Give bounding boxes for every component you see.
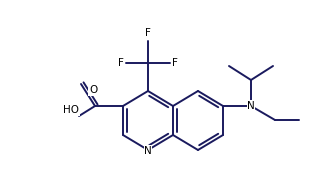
Text: O: O xyxy=(89,85,97,95)
Text: F: F xyxy=(172,58,178,68)
Text: HO: HO xyxy=(63,105,79,115)
Text: N: N xyxy=(247,101,255,111)
Text: N: N xyxy=(144,146,152,156)
Text: F: F xyxy=(118,58,124,68)
Text: F: F xyxy=(145,28,151,38)
